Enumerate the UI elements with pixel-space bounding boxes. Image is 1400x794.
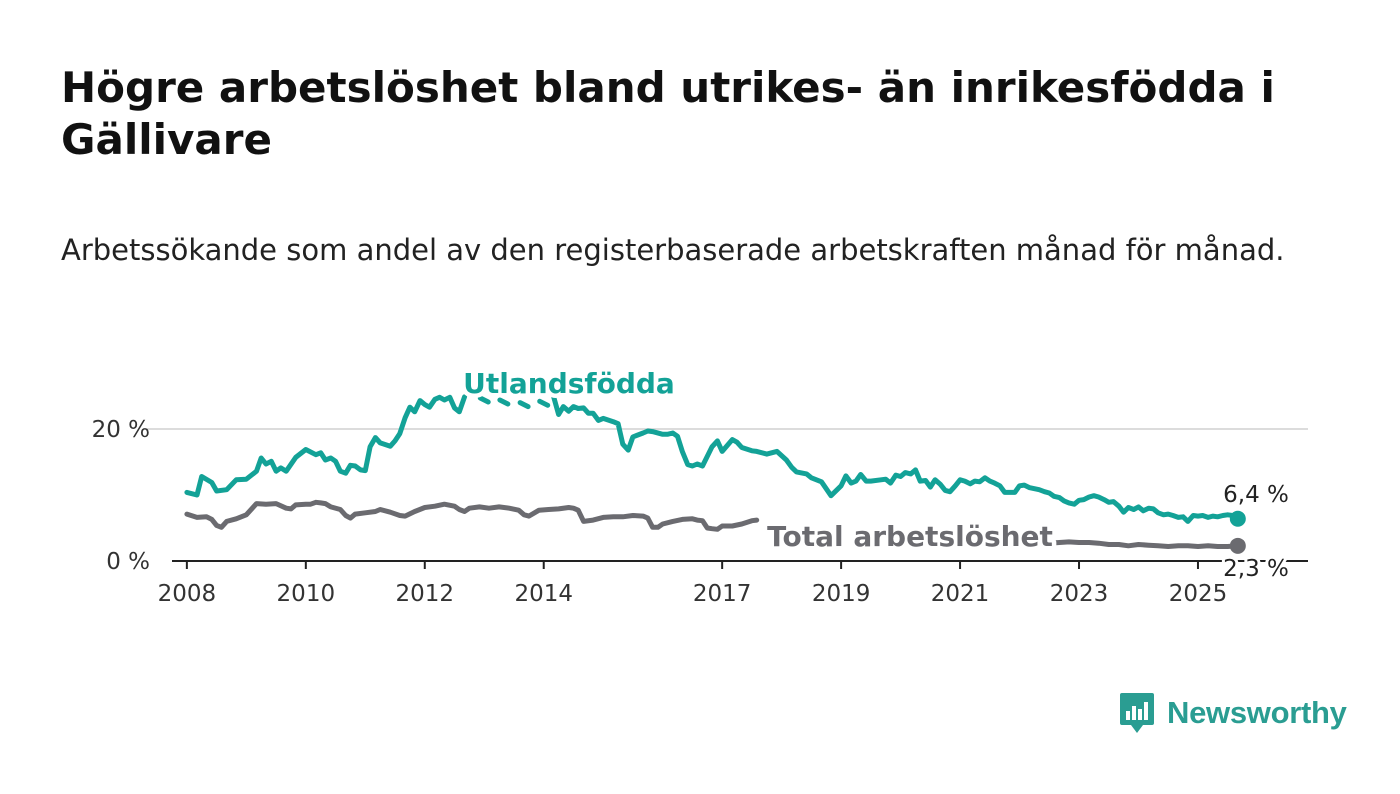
axes: 0 % 20 % 2008 2010 2012 2014 2017 2019 2021 2023 2…	[92, 417, 1308, 607]
series-label-total-halo: Total arbetslöshet	[767, 520, 1053, 553]
brand-name: Newsworthy	[1167, 695, 1347, 730]
x-tick-label: 2023	[1050, 581, 1109, 607]
x-tick-label: 2008	[158, 581, 217, 607]
series-line-utlandsfodda	[184, 394, 468, 498]
end-point-total	[1229, 537, 1246, 554]
series-segment-utlandsfodda	[537, 398, 551, 408]
chart-title: Högre arbetslöshet bland utrikes- än inr…	[61, 63, 1275, 164]
y-tick-label: 0 %	[106, 549, 150, 575]
newsworthy-logo-icon	[1120, 693, 1154, 733]
series-label-total: Total arbetslöshet	[767, 520, 1053, 553]
end-label-utlandsfodda: 6,4 %	[1223, 482, 1289, 508]
series-label-utlandsfodda-halo: Utlandsfödda	[463, 367, 675, 400]
x-tick-label: 2019	[812, 581, 871, 607]
series-line-total	[1012, 536, 1241, 549]
y-tick-label: 20 %	[92, 417, 150, 443]
brand-logo: Newsworthy	[1119, 690, 1347, 736]
series-segment-utlandsfodda	[477, 395, 491, 405]
x-tick-label: 2014	[514, 581, 573, 607]
chart-subtitle: Arbetssökande som andel av den registerb…	[61, 233, 1285, 267]
end-label-total-halo: 2,3 %	[1223, 556, 1289, 582]
x-tick-label: 2012	[396, 581, 455, 607]
x-tick-label: 2010	[277, 581, 336, 607]
end-label-total: 2,3 %	[1223, 556, 1289, 582]
series-layer	[184, 394, 1246, 554]
x-tick-label: 2025	[1169, 581, 1228, 607]
series-segment-utlandsfodda	[517, 400, 531, 410]
series-line-utlandsfodda	[551, 394, 1241, 524]
x-tick-label: 2021	[931, 581, 990, 607]
series-label-utlandsfodda: Utlandsfödda	[463, 367, 675, 400]
end-point-utlandsfodda	[1229, 510, 1246, 527]
series-line-total	[184, 499, 760, 532]
series-segment-utlandsfodda	[497, 397, 511, 407]
x-tick-label: 2017	[693, 581, 752, 607]
